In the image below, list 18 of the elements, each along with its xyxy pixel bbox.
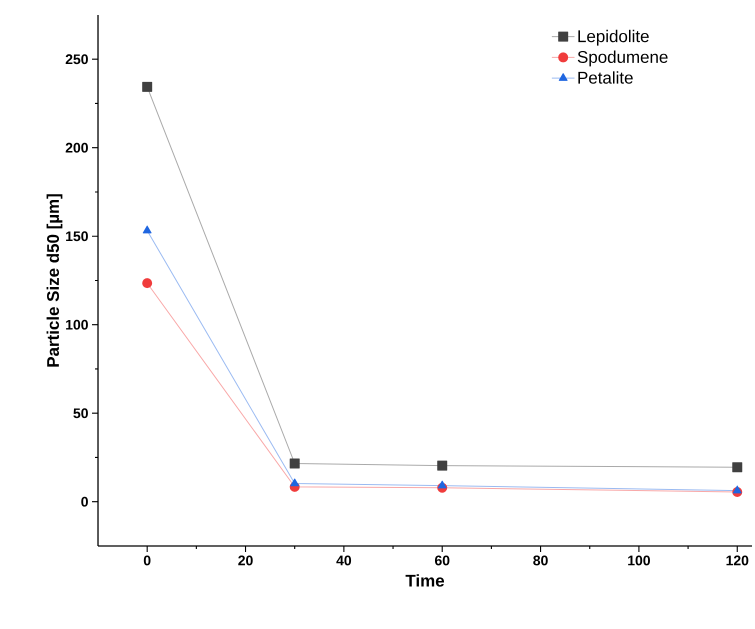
x-tick-label: 0 xyxy=(144,555,150,566)
x-tick-label: 60 xyxy=(434,555,450,566)
y-tick-label: 100 xyxy=(66,320,88,330)
x-tick-label: 20 xyxy=(238,555,253,566)
legend-label: Lepidolite xyxy=(578,30,649,46)
x-tick-label: 40 xyxy=(336,555,352,566)
y-tick-label: 50 xyxy=(73,408,88,418)
y-tick-label: 0 xyxy=(81,496,88,507)
x-tick-label: 80 xyxy=(533,555,548,566)
x-tick-label: 100 xyxy=(628,555,650,566)
x-axis-title: Time xyxy=(406,574,444,587)
x-tick-label: 120 xyxy=(726,555,748,566)
y-axis-title: Particle Size d50 [µm] xyxy=(46,194,62,367)
legend-label: Petalite xyxy=(578,71,633,84)
legend-label: Spodumene xyxy=(578,50,668,66)
y-tick-label: 150 xyxy=(66,231,88,242)
y-tick-label: 200 xyxy=(66,142,88,153)
y-tick-label: 250 xyxy=(66,54,88,64)
